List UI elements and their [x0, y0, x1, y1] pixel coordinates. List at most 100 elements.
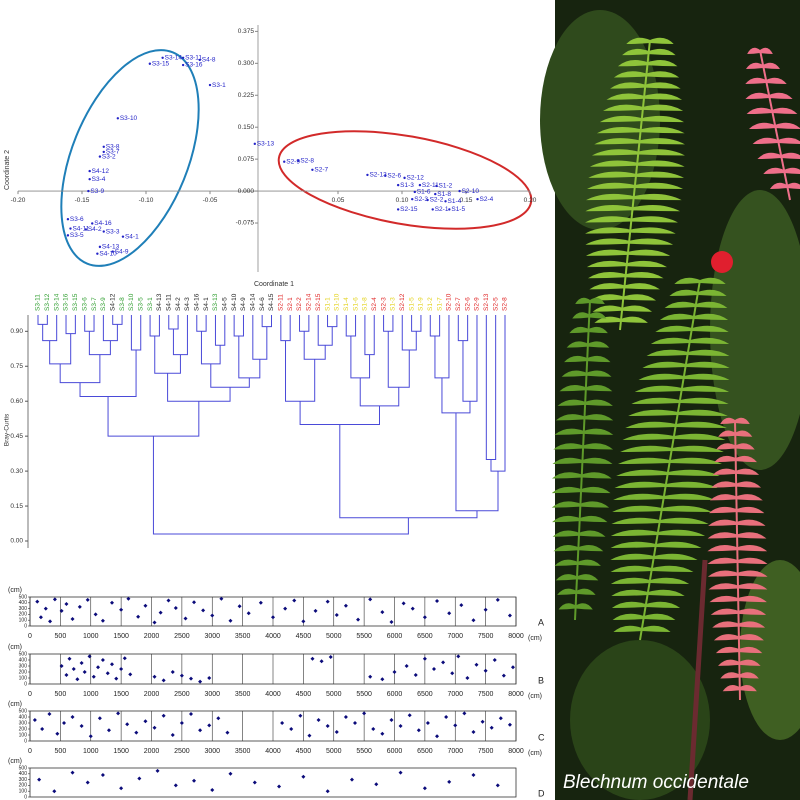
fern-pinna: [623, 294, 657, 301]
x-tick-label: 0.10: [396, 197, 409, 204]
point: [66, 217, 70, 221]
photo-caption: Blechnum occidentale: [563, 772, 749, 793]
fern-pinna: [551, 486, 582, 494]
fern-pinna: [738, 621, 766, 628]
fern-pinna: [757, 152, 781, 159]
point: [431, 208, 434, 211]
point: [380, 677, 385, 682]
point: [404, 664, 409, 668]
fern-pinna: [639, 138, 685, 145]
point: [97, 716, 102, 721]
point: [510, 665, 515, 670]
point-label: S4-10: [99, 250, 117, 257]
fern-pinna: [708, 583, 738, 590]
y-tick-label: 500: [19, 651, 28, 657]
point: [228, 618, 233, 623]
fern-pinna: [745, 77, 766, 84]
point: [495, 597, 500, 602]
x-tick-label: 0.15: [460, 197, 473, 204]
fern-pinna: [613, 625, 642, 632]
fern-pinna: [624, 283, 660, 290]
x-tick-label: 500: [55, 691, 67, 698]
fern-pinna: [715, 646, 740, 654]
fern-pinna: [739, 659, 761, 666]
point: [102, 230, 105, 233]
point: [476, 197, 479, 201]
fern-pinna: [578, 545, 604, 552]
point: [407, 713, 412, 718]
point: [389, 718, 394, 722]
fern-pinna: [557, 399, 586, 406]
fern-pinna: [737, 583, 768, 590]
fern-pinna: [634, 385, 682, 392]
fern-pinna: [648, 589, 685, 596]
fern-pinna: [610, 529, 658, 536]
fern-pinna: [641, 115, 685, 123]
fern-pinna: [610, 82, 646, 89]
x-tick-label: 7000: [447, 748, 463, 755]
point: [116, 117, 120, 120]
x-tick-label: 7500: [478, 691, 494, 698]
group-ellipse: [277, 130, 533, 230]
point: [100, 618, 105, 623]
point: [448, 208, 451, 211]
fern-pinna: [628, 409, 678, 416]
point: [298, 713, 303, 718]
group-ellipse: [60, 49, 200, 267]
point: [134, 730, 139, 735]
point-label: S3-8: [106, 144, 120, 151]
fern-pinna: [650, 337, 690, 344]
y-unit: (cm): [8, 701, 22, 708]
point: [389, 619, 394, 624]
fern-pinna: [576, 588, 596, 595]
point: [119, 667, 124, 671]
fern-pinna: [588, 171, 637, 178]
fern-pinna: [632, 205, 681, 212]
point: [471, 730, 476, 734]
point: [435, 599, 440, 604]
point: [91, 674, 96, 679]
point: [179, 721, 184, 725]
point: [98, 245, 102, 249]
leaf-label: S4-2: [175, 297, 182, 311]
leaf-label: S2-12: [399, 293, 406, 311]
fern-pinna: [558, 603, 576, 610]
leaf-label: S4-16: [193, 293, 200, 311]
point: [483, 607, 488, 612]
point: [301, 774, 306, 779]
fern-pinna: [738, 595, 767, 603]
x-tick-label: 3500: [235, 748, 251, 755]
fern-pinna: [610, 565, 652, 572]
fern-pinna: [585, 238, 630, 245]
point-label: S4-12: [92, 168, 110, 175]
fern-pinna: [707, 532, 738, 539]
point: [201, 608, 206, 613]
point: [283, 606, 288, 611]
point-label: S3-14: [165, 55, 183, 62]
x-tick-label: 4000: [265, 691, 281, 698]
fern-pinna: [745, 62, 763, 69]
y-tick-label: 500: [19, 708, 28, 714]
fern-pinna: [690, 337, 730, 344]
point: [119, 786, 124, 791]
fern-pinna: [737, 557, 768, 564]
point: [114, 676, 119, 681]
leaf-label: S3-8: [119, 297, 126, 311]
fern-pinna: [669, 289, 698, 296]
x-axis-label: Coordinate 1: [254, 281, 294, 288]
point: [119, 607, 124, 612]
y-tick-label: 0.60: [10, 398, 23, 405]
point: [32, 718, 37, 722]
point: [161, 678, 166, 683]
y-unit: (cm): [8, 758, 22, 765]
leaf-label: S2-13: [483, 293, 490, 311]
point: [325, 789, 330, 794]
point-label: S2-10: [462, 188, 480, 195]
fern-pinna: [772, 107, 798, 114]
fern-pinna: [709, 595, 739, 603]
point: [88, 169, 91, 173]
fern-pinna: [735, 417, 750, 424]
fern-pinna: [655, 325, 692, 332]
point: [483, 668, 488, 673]
fern-pinna: [720, 417, 735, 424]
